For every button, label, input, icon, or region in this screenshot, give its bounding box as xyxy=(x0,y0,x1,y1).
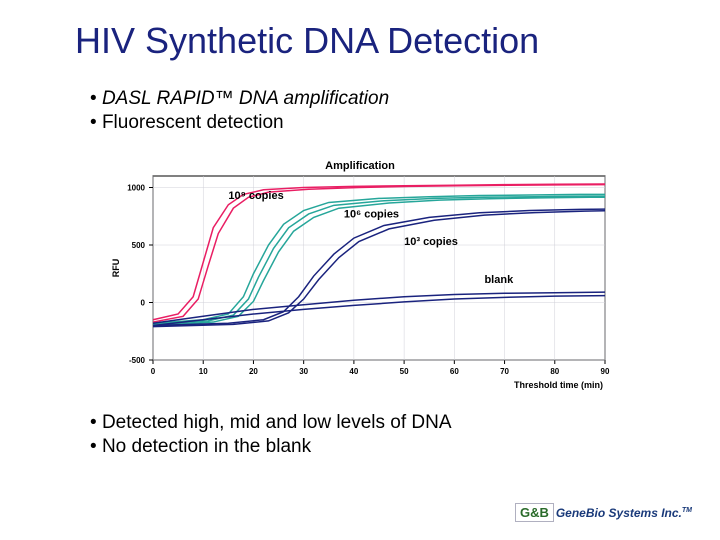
svg-text:Threshold time (min): Threshold time (min) xyxy=(514,380,603,390)
svg-text:1000: 1000 xyxy=(127,184,145,193)
svg-text:-500: -500 xyxy=(129,356,146,365)
svg-text:10⁹ copies: 10⁹ copies xyxy=(228,190,283,202)
svg-text:80: 80 xyxy=(550,367,559,376)
svg-text:0: 0 xyxy=(141,299,146,308)
svg-text:30: 30 xyxy=(299,367,308,376)
chart-title: Amplification xyxy=(325,160,395,172)
svg-text:10: 10 xyxy=(199,367,208,376)
bullets-bottom: • Detected high, mid and low levels of D… xyxy=(90,412,452,460)
svg-text:RFU: RFU xyxy=(111,259,121,278)
logo-box: G&B xyxy=(515,503,554,522)
bullet-bottom-1: • Detected high, mid and low levels of D… xyxy=(90,412,452,434)
bullet-bottom-2: • No detection in the blank xyxy=(90,436,452,458)
bullet-top-2: • Fluorescent detection xyxy=(90,112,389,134)
svg-text:10⁶ copies: 10⁶ copies xyxy=(344,208,399,220)
svg-text:blank: blank xyxy=(484,274,514,286)
svg-text:50: 50 xyxy=(400,367,409,376)
logo-text: GeneBio Systems Inc. xyxy=(556,506,682,520)
company-logo: G&BGeneBio Systems Inc.TM xyxy=(515,503,692,522)
svg-text:90: 90 xyxy=(601,367,610,376)
chart-svg: 0 10 20 30 40 50 60 70 80 90 -500 0 500 1000 Threshold… xyxy=(105,162,615,392)
amplification-chart: Amplification 0 10 20 30 40 50 60 70 80 90 -500 0 50… xyxy=(105,162,615,392)
logo-tm: TM xyxy=(682,507,692,514)
svg-text:10³ copies: 10³ copies xyxy=(404,236,458,248)
svg-text:60: 60 xyxy=(450,367,459,376)
svg-text:0: 0 xyxy=(151,367,156,376)
bullet-top-1: • DASL RAPID™ DNA amplification xyxy=(90,88,389,110)
svg-text:20: 20 xyxy=(249,367,258,376)
page-title: HIV Synthetic DNA Detection xyxy=(75,20,539,62)
bullets-top: • DASL RAPID™ DNA amplification • Fluore… xyxy=(90,88,389,136)
svg-text:70: 70 xyxy=(500,367,509,376)
svg-text:40: 40 xyxy=(349,367,358,376)
svg-text:500: 500 xyxy=(132,241,146,250)
